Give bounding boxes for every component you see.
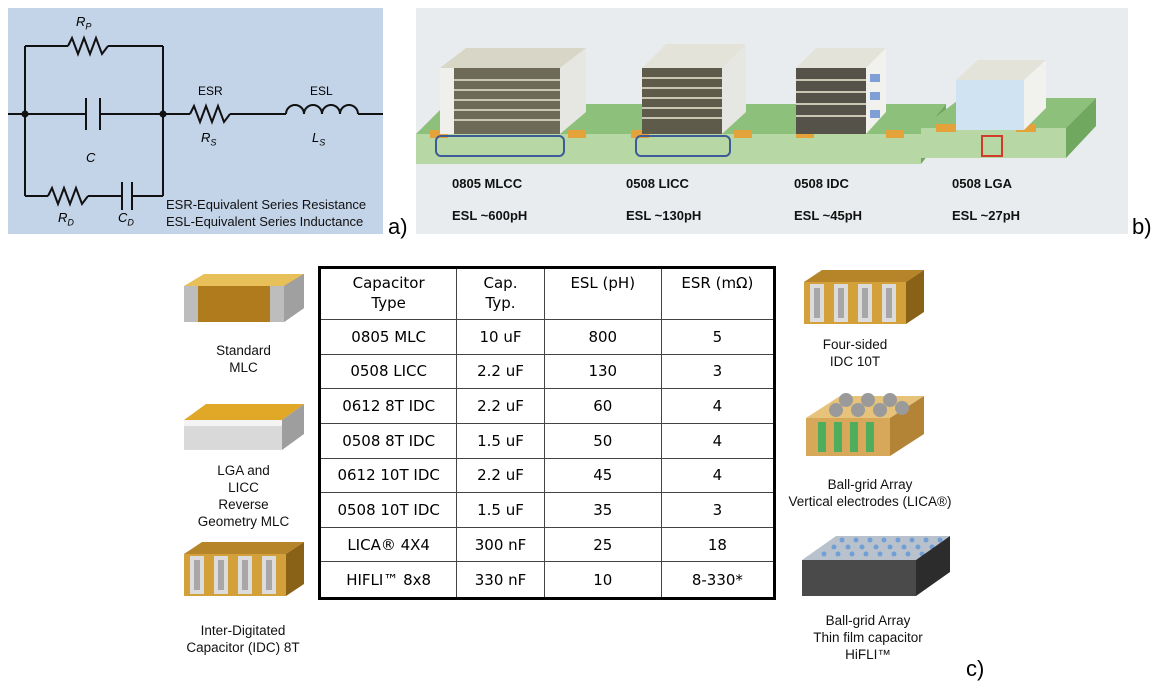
c-label: C (86, 150, 96, 165)
part-esl-0508-lga: ESL ~27pH (952, 208, 1021, 223)
esl-inductor (285, 104, 359, 115)
cell-esr: 4 (660, 422, 776, 459)
part-esl-0508-licc: ESL ~130pH (626, 208, 702, 223)
esl-label: ESL (310, 84, 333, 98)
cell-cap: 1.5 uF (456, 422, 545, 459)
cell-type: 0508 8T IDC (318, 422, 458, 459)
table-row: 0508 LICC 2.2 uF 130 3 (318, 353, 776, 390)
panel-b-label: b) (1132, 214, 1152, 239)
part-esl-0805-mlcc: ESL ~600pH (452, 208, 528, 223)
header-esl: ESL (pH) (543, 267, 662, 320)
cell-esr: 18 (660, 526, 776, 563)
part-name-0508-lga: 0508 LGA (952, 176, 1012, 191)
idc-8t-label: Inter-Digitated Capacitor (IDC) 8T (186, 623, 300, 655)
cell-type: HIFLI™ 8x8 (318, 561, 458, 599)
header-capacitor-type: Capacitor Type (318, 267, 458, 320)
part-name-0805-mlcc: 0805 MLCC (452, 176, 523, 191)
cell-cap: 2.2 uF (456, 457, 545, 494)
standard-mlc-illustration (184, 274, 304, 322)
cell-type: 0508 LICC (318, 353, 458, 390)
table-row: 0508 10T IDC 1.5 uF 35 3 (318, 492, 776, 528)
hifli-ball-grid-illustration (802, 536, 950, 596)
cell-esr: 3 (660, 492, 776, 528)
cell-cap: 2.2 uF (456, 388, 545, 424)
part-name-0508-licc: 0508 LICC (626, 176, 689, 191)
equivalent-circuit-diagram (8, 35, 383, 210)
lga-0508-chip (956, 60, 1046, 157)
cell-esl: 25 (543, 526, 662, 563)
cell-type: 0805 MLC (318, 319, 458, 355)
ls-label: LS (312, 130, 326, 148)
cd-label: CD (118, 210, 134, 228)
rd-label: RD (58, 210, 74, 228)
capacitor-packages-illustration (416, 44, 1096, 164)
cell-esl: 60 (543, 388, 662, 424)
standard-mlc-label: Standard MLC (216, 343, 271, 375)
cell-cap: 2.2 uF (456, 353, 545, 390)
esl-note: ESL-Equivalent Series Inductance (166, 214, 364, 229)
esr-resistor (189, 103, 231, 125)
cell-esr: 4 (660, 388, 776, 424)
table-row: 0508 8T IDC 1.5 uF 50 4 (318, 422, 776, 459)
rp-label: RP (76, 14, 92, 32)
lga-licc-label: LGA and LICC Reverse Geometry MLC (197, 463, 290, 529)
cell-esl: 45 (543, 457, 662, 494)
four-sided-idc-illustration (804, 270, 924, 324)
lica-ball-grid-illustration (806, 393, 924, 456)
esr-note: ESR-Equivalent Series Resistance (166, 197, 367, 212)
cell-esr: 4 (660, 457, 776, 494)
equivalent-circuit-panel: RP C RD CD ESR RS ESL LS ESR-Equivalent … (8, 8, 383, 234)
cell-esl: 800 (543, 319, 662, 355)
cell-cap: 10 uF (456, 319, 545, 355)
hifli-ball-grid-label: Ball-grid Array Thin film capacitor HiFL… (813, 613, 923, 662)
cell-type: 0508 10T IDC (318, 492, 458, 528)
table-row: LICA® 4X4 300 nF 25 18 (318, 526, 776, 563)
mlcc-0805-chip (435, 48, 586, 157)
panel-a-label: a) (388, 214, 408, 239)
capacitor-comparison-table: Capacitor Type Cap. Typ. ESL (pH) ESR (mΩ)… (318, 266, 776, 600)
cell-esl: 50 (543, 422, 662, 459)
header-esr: ESR (mΩ) (660, 267, 776, 320)
part-esl-0508-idc: ESL ~45pH (794, 208, 863, 223)
table-row: 0805 MLC 10 uF 800 5 (318, 319, 776, 355)
cell-esl: 130 (543, 353, 662, 390)
four-sided-idc-label: Four-sided IDC 10T (822, 337, 888, 369)
lga-licc-illustration (184, 404, 304, 450)
cell-type: 0612 8T IDC (318, 388, 458, 424)
table-row: HIFLI™ 8x8 330 nF 10 8-330* (318, 561, 776, 599)
part-name-0508-idc: 0508 IDC (794, 176, 849, 191)
lica-ball-grid-label: Ball-grid Array Vertical electrodes (LIC… (788, 477, 952, 509)
table-header-row: Capacitor Type Cap. Typ. ESL (pH) ESR (mΩ) (318, 267, 776, 320)
cell-esl: 35 (543, 492, 662, 528)
rs-label: RS (201, 130, 217, 148)
cell-cap: 300 nF (456, 526, 545, 563)
table-row: 0612 10T IDC 2.2 uF 45 4 (318, 457, 776, 494)
cell-esl: 10 (543, 561, 662, 599)
cell-cap: 1.5 uF (456, 492, 545, 528)
cell-esr: 8-330* (660, 561, 776, 599)
cell-esr: 3 (660, 353, 776, 390)
cell-type: 0612 10T IDC (318, 457, 458, 494)
idc-0508-chip (796, 48, 886, 134)
panel-c-label: c) (966, 656, 985, 681)
header-cap-typ: Cap. Typ. (456, 267, 545, 320)
esl-packages-panel: 0805 MLCC ESL ~600pH 0508 LICC ESL ~130p… (416, 8, 1128, 234)
esr-label: ESR (198, 84, 223, 98)
cell-type: LICA® 4X4 (318, 526, 458, 563)
rp-resistor (67, 35, 109, 57)
cell-cap: 330 nF (456, 561, 545, 599)
licc-0508-chip (635, 44, 746, 157)
rd-resistor (47, 185, 89, 207)
idc-8t-illustration (184, 542, 304, 596)
table-row: 0612 8T IDC 2.2 uF 60 4 (318, 388, 776, 424)
cell-esr: 5 (660, 319, 776, 355)
